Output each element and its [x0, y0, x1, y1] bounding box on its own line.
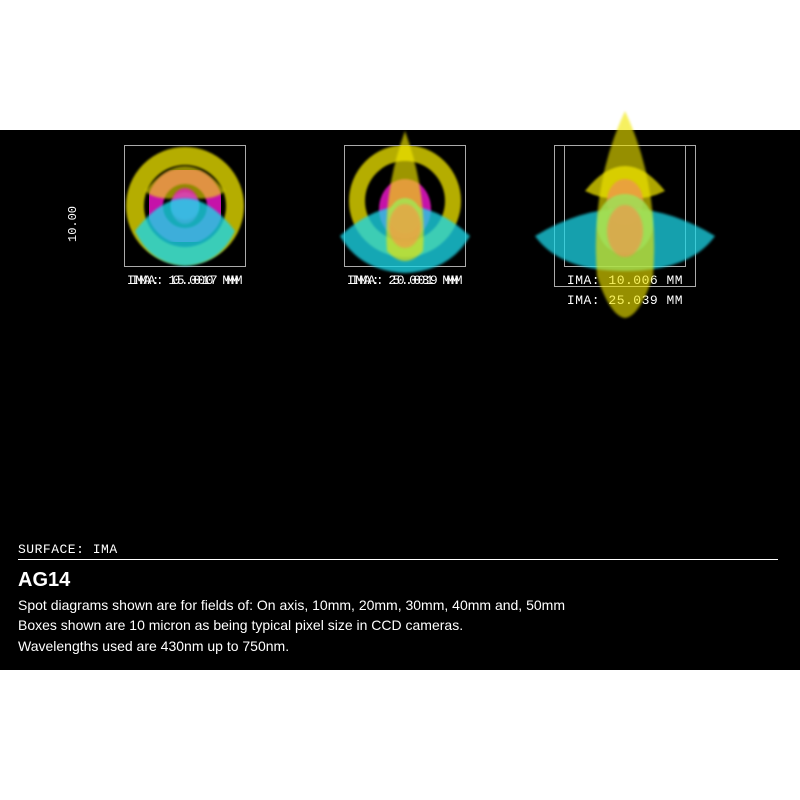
diagram-grid: IMA: 0.000 MM IMA: 5.001 MM [40, 145, 760, 555]
diagram-title: AG14 [18, 569, 70, 592]
spot-svg [105, 136, 265, 276]
spot-cell-4: IMA: 20.039 MM [290, 145, 520, 288]
spot-svg [315, 121, 495, 291]
spot-svg [515, 106, 735, 326]
spot-cell-3: IMA: 15.017 MM [70, 145, 300, 288]
diagram-description: Spot diagrams shown are for fields of: O… [18, 595, 565, 656]
surface-line: SURFACE: IMA [18, 542, 778, 560]
spot-box [124, 145, 246, 267]
desc-line: Boxes shown are 10 micron as being typic… [18, 615, 565, 635]
spot-box [344, 145, 466, 267]
spot-cell-5: IMA: 25.039 MM [510, 145, 740, 308]
spot-box [554, 145, 696, 287]
desc-line: Spot diagrams shown are for fields of: O… [18, 595, 565, 615]
desc-line: Wavelengths used are 430nm up to 750nm. [18, 636, 565, 656]
spot-diagram-panel: 10.00 IMA: 0.000 MM [0, 130, 800, 670]
